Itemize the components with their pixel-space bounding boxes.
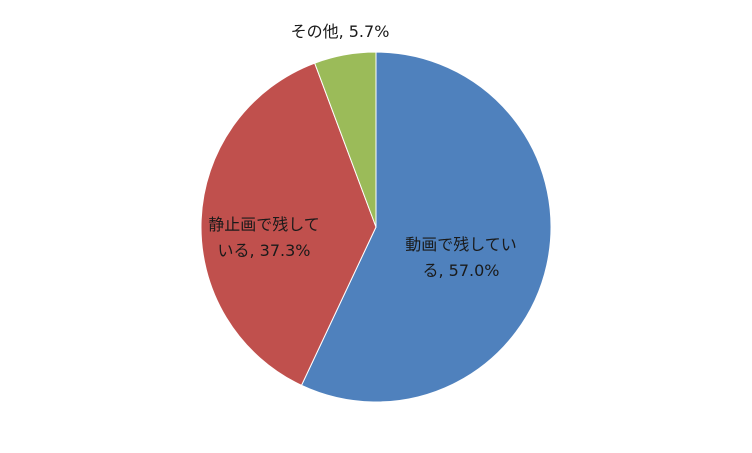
data-label: 動画で残している, 57.0% (405, 235, 517, 280)
data-label: 静止画で残している, 37.3% (208, 215, 320, 260)
pie-slice (300, 51, 552, 403)
pie-slice (200, 62, 377, 387)
data-label: その他, 5.7% (290, 22, 390, 41)
pie-slice (314, 51, 377, 228)
